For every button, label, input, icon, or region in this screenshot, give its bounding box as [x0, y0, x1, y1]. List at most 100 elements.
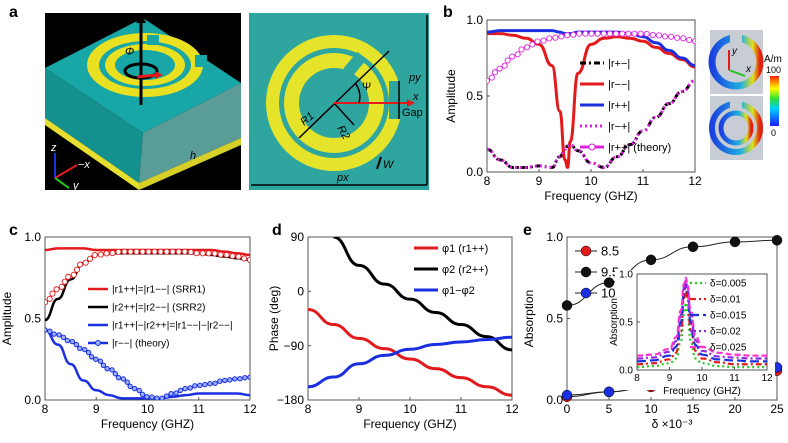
- colorbar-min: 0: [771, 128, 776, 138]
- x-axis-label: δ ×10⁻³: [652, 417, 693, 431]
- ground-plane-right: [139, 138, 241, 190]
- data-point: [645, 254, 657, 266]
- data-point: [488, 74, 495, 81]
- data-point: [509, 53, 516, 60]
- x-tick-label: 9: [667, 373, 673, 384]
- px-label: px: [336, 172, 349, 184]
- data-point: [655, 32, 662, 39]
- data-point: [687, 241, 699, 253]
- data-point: [97, 251, 104, 258]
- y-tick-label: 90: [291, 230, 305, 244]
- data-point: [159, 395, 165, 400]
- data-point: [771, 235, 783, 246]
- x-tick-label: 12: [688, 174, 702, 188]
- y-tick-label: −90: [284, 339, 305, 353]
- chart-e: 0 5 10 15 20 25 0.0 0.5 1.0 δ ×10⁻³ Absorption 8.5 9…: [522, 230, 784, 431]
- chart-b: 8 9 10 11 12 0.0 0.5 1.0 Frequency (GHZ) Amplitud…: [444, 13, 702, 203]
- y-tick-label: 0.5: [546, 312, 563, 326]
- data-point: [109, 367, 115, 373]
- data-point: [131, 385, 138, 392]
- data-point: [46, 295, 53, 302]
- colorbar-max: 100: [766, 65, 781, 75]
- data-point: [82, 259, 89, 266]
- data-point: [175, 248, 182, 255]
- data-point: [552, 34, 559, 41]
- series-line--r-: [487, 32, 695, 169]
- data-point: [606, 30, 613, 37]
- x-axis-label: Frequency (GHZ): [663, 386, 741, 397]
- legend-marker: [580, 287, 592, 299]
- data-point: [207, 381, 213, 387]
- data-point: [686, 36, 693, 44]
- data-point: [241, 255, 248, 262]
- series-line--r-: [487, 79, 695, 169]
- data-point: [109, 250, 116, 257]
- x-tick-label: 15: [686, 402, 700, 416]
- x-tick-label: 10: [696, 373, 708, 384]
- data-point: [103, 250, 110, 257]
- legend-label: 8.5: [601, 244, 619, 259]
- panel-label-c: c: [9, 222, 18, 239]
- x-label: x: [412, 91, 419, 103]
- data-point: [561, 389, 573, 401]
- data-point: [51, 331, 57, 337]
- legend-label: |r1++|−|r2++|=|r1−−|−|r2−−|: [112, 321, 233, 332]
- data-point: [582, 30, 589, 37]
- x-label: x: [745, 64, 752, 75]
- data-point: [87, 255, 94, 262]
- y-label: y: [72, 180, 80, 190]
- data-point: [49, 290, 56, 297]
- data-point: [112, 371, 119, 377]
- data-point: [223, 251, 230, 259]
- data-point: [625, 30, 632, 37]
- data-point: [637, 30, 644, 37]
- x-tick-label: 8: [42, 402, 49, 416]
- series-line--1-r1-: [308, 307, 512, 397]
- data-point: [58, 283, 65, 290]
- panel-a-3d-view: Φ h z −x y: [45, 13, 241, 190]
- data-point: [77, 261, 84, 268]
- data-point: [691, 38, 695, 45]
- data-point: [121, 248, 128, 255]
- data-point: [139, 391, 146, 398]
- gap-label: Gap: [402, 107, 423, 119]
- data-point: [127, 383, 133, 390]
- minus-x-label: −x: [78, 159, 90, 171]
- data-point: [65, 273, 72, 280]
- r2-arrow: [333, 102, 355, 126]
- panel-label-b: b: [443, 4, 453, 21]
- legend-label: δ=0.01: [710, 295, 741, 306]
- h-label: h: [190, 150, 196, 162]
- chart-c: 8 9 10 11 12 0.0 0.5 1.0 Frequency (GHZ) Amplitud…: [0, 230, 257, 431]
- data-point: [139, 248, 146, 255]
- legend-label: |r+−|: [608, 58, 630, 70]
- x-tick-label: 25: [770, 402, 784, 416]
- data-point: [491, 69, 498, 76]
- data-point: [93, 356, 99, 362]
- data-point: [649, 31, 656, 39]
- x-tick-label: 10: [644, 402, 658, 416]
- substrate-right-face: [139, 83, 241, 183]
- x-tick-label: 5: [606, 402, 613, 416]
- data-point: [97, 358, 104, 364]
- data-point: [227, 377, 233, 383]
- x-tick-label: 8: [305, 402, 312, 416]
- data-point: [235, 253, 242, 260]
- data-point: [47, 328, 53, 334]
- x-tick-label: 12: [243, 402, 257, 416]
- legend-label: |r++|: [608, 100, 630, 112]
- data-point: [518, 46, 525, 53]
- data-point: [546, 35, 553, 42]
- x-tick-label: 9: [536, 174, 543, 188]
- field-map-inset: y x A/m 100 0: [708, 30, 782, 160]
- data-point: [157, 248, 164, 255]
- data-point: [73, 341, 80, 348]
- data-point: [729, 236, 741, 248]
- y-tick-label: 0.0: [24, 393, 41, 407]
- data-point: [501, 62, 508, 69]
- data-point: [197, 382, 203, 389]
- data-point: [564, 32, 571, 39]
- legend-label: |r−+|: [608, 121, 630, 133]
- srr-inner-field: [718, 110, 754, 146]
- panel-label-a: a: [9, 4, 18, 21]
